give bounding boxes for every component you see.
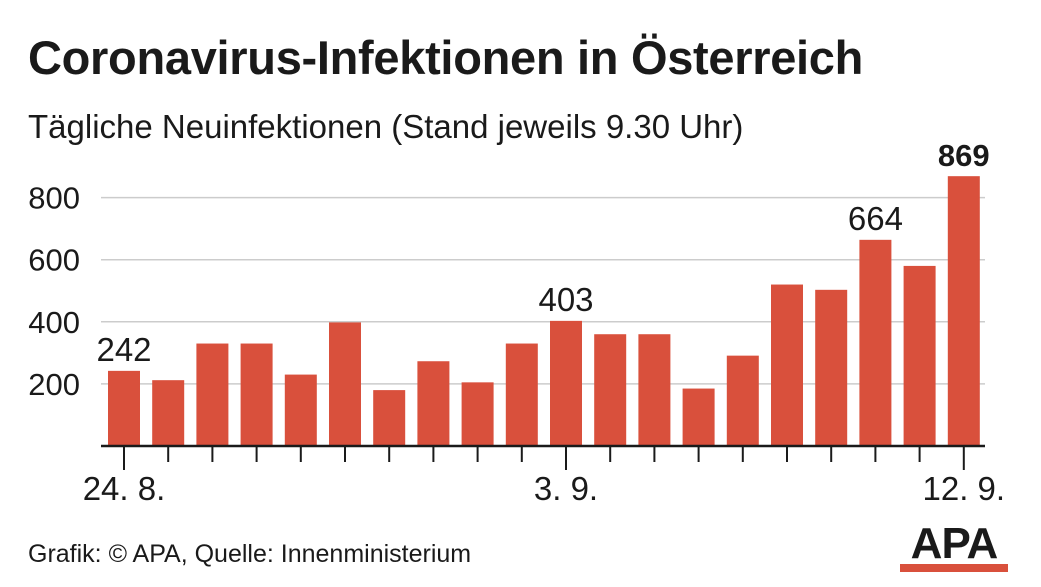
x-axis	[101, 444, 985, 470]
bar	[284, 374, 317, 446]
bar	[108, 370, 140, 446]
apa-logo-stripe	[900, 564, 1008, 572]
y-axis-tick-labels: 200 400 600 800	[28, 181, 80, 402]
bar	[461, 382, 494, 446]
value-label: 664	[848, 200, 903, 237]
chart-title: Coronavirus-Infektionen in Österreich	[28, 31, 864, 84]
bar	[903, 265, 936, 446]
bars	[108, 176, 980, 446]
bar	[726, 355, 759, 446]
x-axis-tick-labels: 24. 8. 3. 9. 12. 9.	[83, 470, 1005, 507]
chart-subtitle: Tägliche Neuinfektionen (Stand jeweils 9…	[28, 108, 744, 145]
y-tick-label: 400	[28, 305, 80, 340]
value-label: 242	[96, 331, 151, 368]
bar	[329, 322, 361, 446]
bar	[815, 289, 848, 446]
bar	[196, 343, 229, 446]
value-labels: 242 403 664 869	[96, 138, 989, 368]
bar	[638, 334, 671, 446]
bar	[594, 334, 627, 446]
x-tick-label: 12. 9.	[923, 470, 1006, 507]
y-tick-label: 600	[28, 243, 80, 278]
apa-logo-text: APA	[911, 519, 998, 568]
source-credit: Grafik: © APA, Quelle: Innenministerium	[28, 540, 472, 568]
bar	[417, 361, 450, 446]
x-tick-label: 24. 8.	[83, 470, 166, 507]
bar	[682, 388, 715, 446]
bar	[152, 380, 185, 446]
bar	[505, 343, 538, 446]
bar	[550, 320, 582, 446]
bar	[373, 390, 406, 446]
bar	[771, 284, 803, 446]
y-tick-label: 200	[28, 367, 80, 402]
bar	[240, 343, 273, 446]
apa-logo: APA	[900, 519, 1008, 572]
bar	[859, 239, 892, 446]
y-tick-label: 800	[28, 181, 80, 216]
value-label: 403	[538, 281, 593, 318]
bar	[947, 176, 980, 446]
x-tick-label: 3. 9.	[534, 470, 598, 507]
value-label: 869	[938, 138, 990, 173]
